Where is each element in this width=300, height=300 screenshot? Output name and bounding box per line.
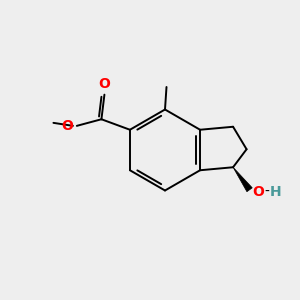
Text: O: O — [61, 119, 73, 133]
Text: H: H — [270, 184, 282, 199]
Text: -: - — [265, 184, 269, 199]
Text: O: O — [252, 184, 264, 199]
Polygon shape — [233, 167, 252, 192]
Text: O: O — [98, 77, 110, 91]
